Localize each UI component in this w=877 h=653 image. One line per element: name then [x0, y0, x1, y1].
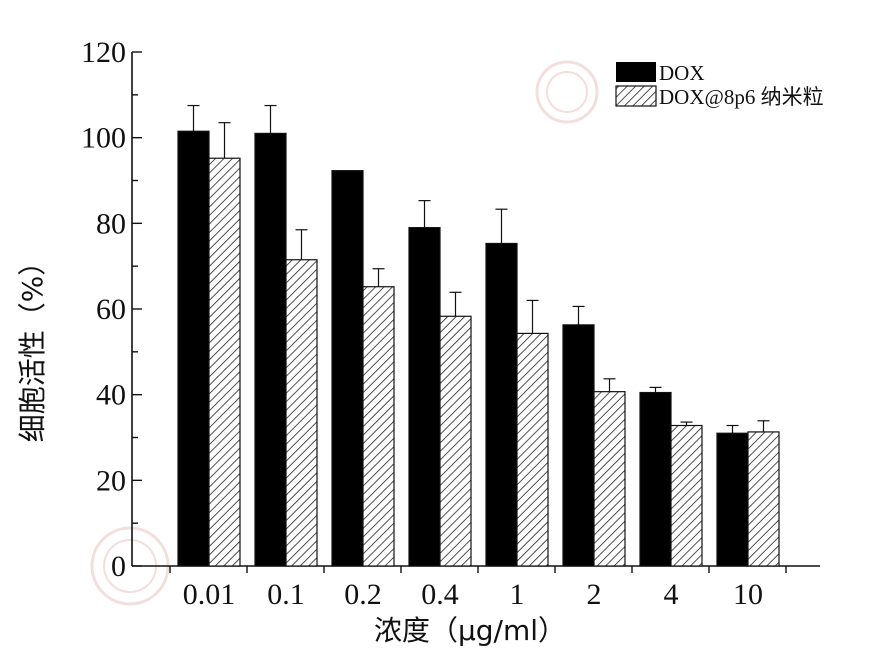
error-bars	[187, 104, 770, 434]
legend: DOX DOX@8p6 纳米粒	[615, 61, 824, 109]
x-tick-label: 4	[664, 578, 679, 611]
bars	[177, 130, 780, 567]
x-tick-label: 0.4	[421, 578, 459, 611]
legend-label-dox: DOX	[659, 61, 705, 85]
legend-swatch-dox-nano	[615, 85, 657, 107]
bar-dox	[177, 130, 210, 567]
y-tick-label: 120	[81, 36, 126, 69]
x-tick-label: 0.2	[344, 578, 382, 611]
x-tick-label: 0.1	[267, 578, 305, 611]
bar-dox	[485, 242, 518, 567]
legend-label-dox-nano: DOX@8p6 纳米粒	[659, 85, 824, 109]
y-tick-label: 80	[96, 207, 126, 240]
bar-dox	[562, 324, 595, 567]
watermark-seal-top	[535, 60, 599, 124]
bar-dox-nano	[362, 286, 395, 567]
legend-swatch-dox	[616, 62, 656, 82]
bar-dox	[639, 391, 672, 567]
y-tick-label: 100	[81, 122, 126, 155]
y-tick-label: 60	[96, 293, 126, 326]
bar-dox-nano	[208, 157, 241, 567]
tick-labels: 0 20 40 60 80 100 120 0.01 0.1 0.2 0.4 1 2 4 10	[81, 36, 763, 611]
bar-dox-nano	[285, 259, 318, 567]
y-tick-label: 40	[96, 379, 126, 412]
bar-dox	[331, 170, 364, 567]
y-tick-label: 0	[111, 550, 126, 583]
y-axis-title: 细胞活性（%）	[16, 248, 49, 443]
bar-dox-nano	[747, 431, 780, 567]
bar-dox-nano	[439, 315, 472, 567]
bar-dox-nano	[670, 424, 703, 567]
axes	[131, 51, 820, 573]
x-tick-label: 10	[733, 578, 763, 611]
x-tick-label: 1	[510, 578, 525, 611]
bar-dox-nano	[593, 391, 626, 567]
bar-dox	[408, 227, 441, 567]
bar-dox	[254, 132, 287, 567]
bar-dox-nano	[516, 332, 549, 567]
y-tick-label: 20	[96, 464, 126, 497]
bar-dox	[716, 432, 749, 567]
x-tick-label: 2	[587, 578, 602, 611]
x-axis-title: 浓度（μg/ml）	[374, 614, 566, 647]
x-tick-label: 0.01	[183, 578, 236, 611]
